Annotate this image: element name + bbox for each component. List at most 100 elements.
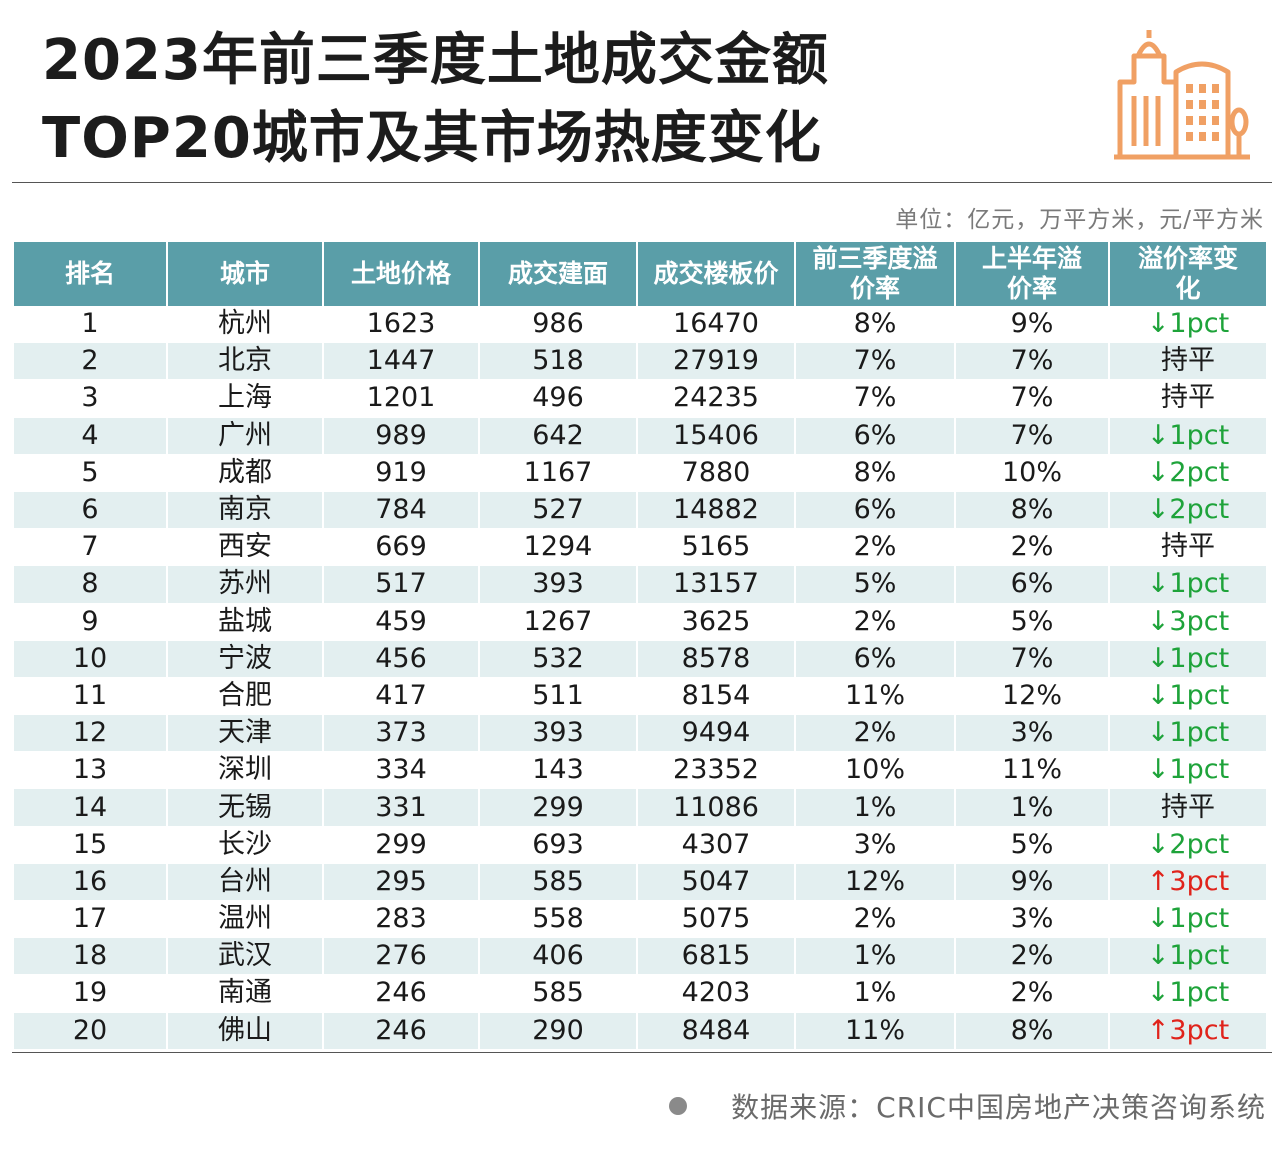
cell-land-price: 784 [322, 491, 479, 530]
cell-area: 143 [478, 751, 637, 790]
cell-city: 苏州 [166, 565, 323, 604]
cell-change: 持平 [1108, 788, 1266, 827]
title-line-2: TOP20城市及其市场热度变化 [42, 106, 822, 171]
cell-rank: 7 [14, 528, 167, 567]
cell-change: ↓2pct [1108, 454, 1266, 492]
cell-land-price: 1623 [322, 306, 479, 344]
cell-q3: 2% [794, 603, 955, 641]
cell-city: 上海 [166, 379, 323, 418]
cell-floor-price: 9494 [636, 714, 795, 753]
cell-q3: 7% [794, 379, 955, 418]
cell-rank: 8 [14, 565, 167, 604]
cell-h1: 8% [954, 491, 1109, 530]
cell-land-price: 459 [322, 603, 479, 641]
cell-area: 406 [478, 937, 637, 976]
cell-floor-price: 5165 [636, 528, 795, 567]
cell-land-price: 295 [322, 863, 479, 902]
cell-change: ↓1pct [1108, 306, 1266, 344]
cell-area: 585 [478, 974, 637, 1013]
cell-area: 290 [478, 1012, 637, 1050]
table-row: 17 温州 283 558 5075 2% 3% ↓1pct [14, 900, 1266, 939]
cell-city: 广州 [166, 417, 323, 455]
cell-change: ↓1pct [1108, 937, 1266, 976]
table-header-row: 排名 城市 土地价格 成交建面 成交楼板价 前三季度溢 价率 上半年溢 价率 溢价率… [14, 242, 1266, 306]
cell-change: ↓2pct [1108, 491, 1266, 530]
cell-h1: 3% [954, 714, 1109, 753]
cell-land-price: 299 [322, 826, 479, 864]
table-row: 2 北京 1447 518 27919 7% 7% 持平 [14, 342, 1266, 381]
cell-rank: 20 [14, 1012, 167, 1050]
cell-land-price: 417 [322, 677, 479, 716]
table-row: 16 台州 295 585 5047 12% 9% ↑3pct [14, 863, 1266, 902]
table-row: 8 苏州 517 393 13157 5% 6% ↓1pct [14, 565, 1266, 604]
cell-area: 693 [478, 826, 637, 864]
cell-area: 518 [478, 342, 637, 381]
table-row: 12 天津 373 393 9494 2% 3% ↓1pct [14, 714, 1266, 753]
cell-q3: 5% [794, 565, 955, 604]
cell-floor-price: 5075 [636, 900, 795, 939]
cell-h1: 7% [954, 417, 1109, 455]
cell-floor-price: 11086 [636, 788, 795, 827]
cell-change: ↓1pct [1108, 900, 1266, 939]
cell-q3: 6% [794, 417, 955, 455]
cell-rank: 12 [14, 714, 167, 753]
table-row: 13 深圳 334 143 23352 10% 11% ↓1pct [14, 751, 1266, 790]
cell-city: 宁波 [166, 640, 323, 678]
cell-q3: 10% [794, 751, 955, 790]
building-icon [1114, 30, 1250, 160]
table-row: 4 广州 989 642 15406 6% 7% ↓1pct [14, 417, 1266, 455]
table-row: 18 武汉 276 406 6815 1% 2% ↓1pct [14, 937, 1266, 976]
cell-area: 986 [478, 306, 637, 344]
cell-land-price: 334 [322, 751, 479, 790]
cell-rank: 5 [14, 454, 167, 492]
cell-city: 南通 [166, 974, 323, 1013]
cell-h1: 11% [954, 751, 1109, 790]
cell-city: 佛山 [166, 1012, 323, 1050]
land-transaction-table: 排名 城市 土地价格 成交建面 成交楼板价 前三季度溢 价率 上半年溢 价率 溢价率… [14, 242, 1266, 1050]
cell-h1: 2% [954, 937, 1109, 976]
cell-city: 深圳 [166, 751, 323, 790]
cell-h1: 6% [954, 565, 1109, 604]
cell-q3: 6% [794, 491, 955, 530]
cell-floor-price: 4203 [636, 974, 795, 1013]
cell-h1: 7% [954, 379, 1109, 418]
cell-q3: 1% [794, 937, 955, 976]
cell-h1: 2% [954, 528, 1109, 567]
bottom-divider [12, 1052, 1272, 1053]
cell-area: 642 [478, 417, 637, 455]
cell-rank: 1 [14, 306, 167, 344]
cell-change: ↑3pct [1108, 863, 1266, 902]
title-line-1: 2023年前三季度土地成交金额 [42, 28, 829, 93]
bullet-dot-icon [669, 1097, 688, 1115]
table-row: 20 佛山 246 290 8484 11% 8% ↑3pct [14, 1012, 1266, 1050]
cell-area: 393 [478, 565, 637, 604]
cell-city: 武汉 [166, 937, 323, 976]
col-header-h1-premium: 上半年溢 价率 [954, 242, 1109, 306]
cell-q3: 8% [794, 306, 955, 344]
cell-floor-price: 24235 [636, 379, 795, 418]
cell-h1: 2% [954, 974, 1109, 1013]
cell-rank: 15 [14, 826, 167, 864]
cell-rank: 11 [14, 677, 167, 716]
cell-h1: 9% [954, 863, 1109, 902]
cell-floor-price: 7880 [636, 454, 795, 492]
cell-area: 527 [478, 491, 637, 530]
col-header-land-price: 土地价格 [322, 242, 479, 306]
cell-change: ↓1pct [1108, 640, 1266, 678]
cell-floor-price: 8578 [636, 640, 795, 678]
cell-floor-price: 4307 [636, 826, 795, 864]
cell-rank: 18 [14, 937, 167, 976]
cell-q3: 11% [794, 677, 955, 716]
table-row: 14 无锡 331 299 11086 1% 1% 持平 [14, 788, 1266, 827]
page-title: 2023年前三季度土地成交金额 TOP20城市及其市场热度变化 [42, 22, 829, 178]
table-row: 11 合肥 417 511 8154 11% 12% ↓1pct [14, 677, 1266, 716]
cell-land-price: 246 [322, 1012, 479, 1050]
cell-rank: 3 [14, 379, 167, 418]
cell-q3: 2% [794, 528, 955, 567]
cell-q3: 2% [794, 900, 955, 939]
cell-rank: 2 [14, 342, 167, 381]
cell-city: 无锡 [166, 788, 323, 827]
col-header-q3-premium: 前三季度溢 价率 [794, 242, 955, 306]
col-header-area: 成交建面 [478, 242, 637, 306]
cell-h1: 5% [954, 603, 1109, 641]
